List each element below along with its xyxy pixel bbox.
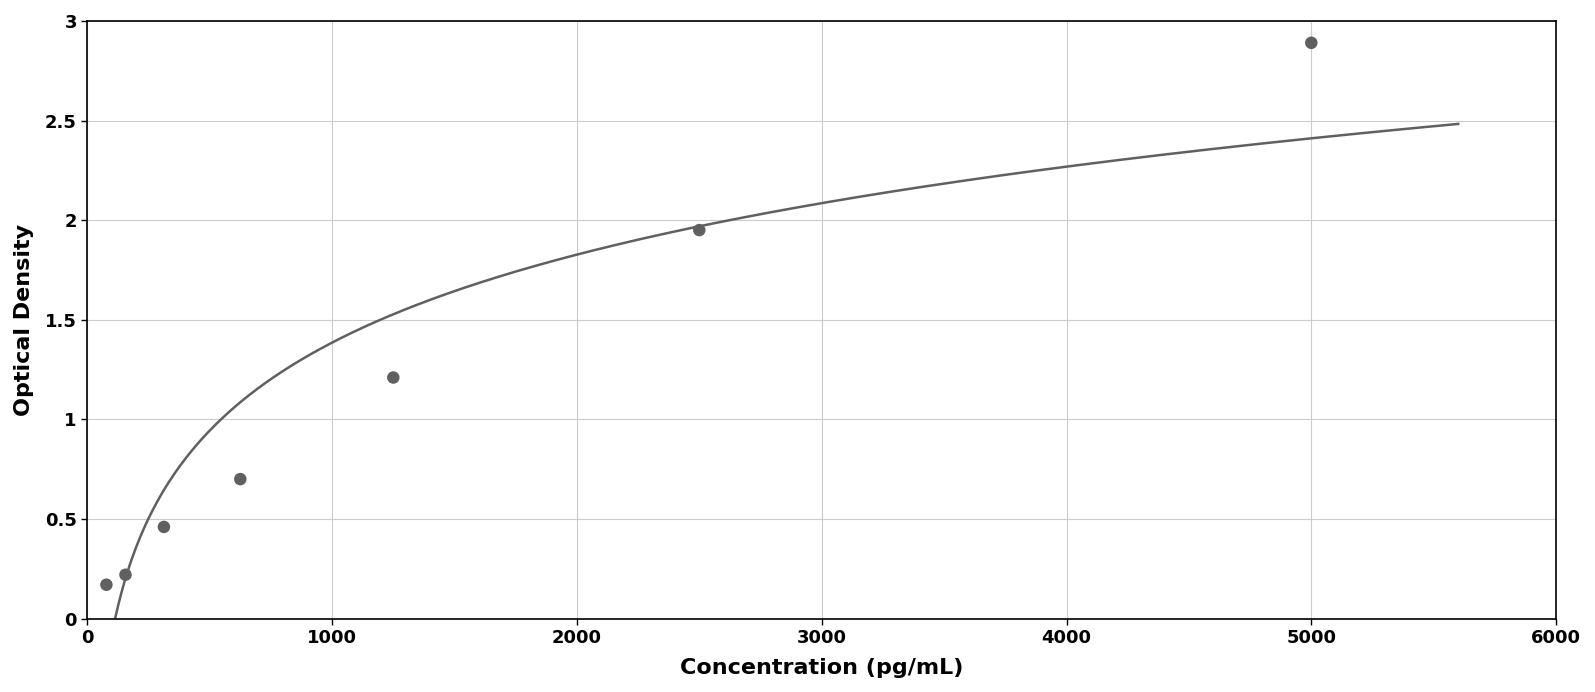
Point — [381, 372, 407, 383]
Point — [94, 579, 120, 590]
Point — [1298, 37, 1324, 48]
Point — [228, 473, 254, 484]
Point — [686, 224, 711, 235]
Y-axis label: Optical Density: Optical Density — [14, 224, 33, 416]
Point — [113, 570, 139, 581]
X-axis label: Concentration (pg/mL): Concentration (pg/mL) — [679, 658, 963, 678]
Point — [152, 521, 177, 532]
